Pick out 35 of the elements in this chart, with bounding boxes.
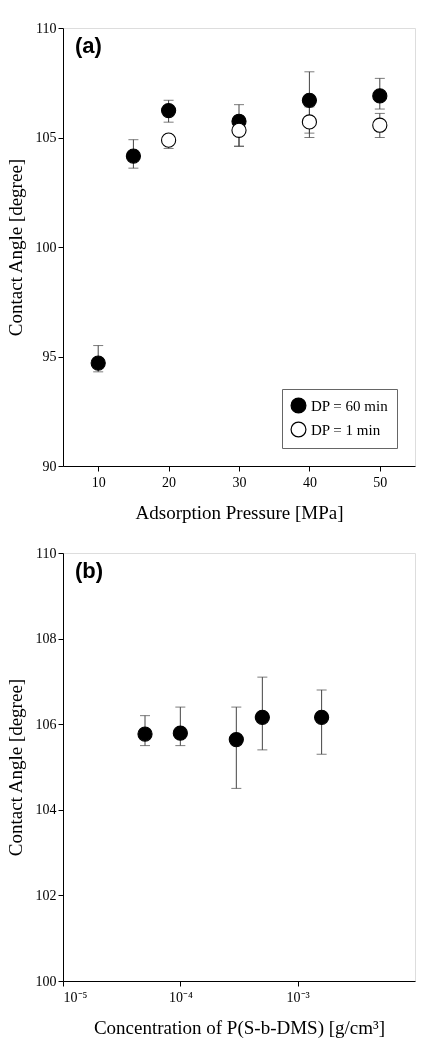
annotation: (b) — [75, 558, 104, 583]
y-tick-label: 100 — [35, 973, 57, 989]
y-tick-label: 108 — [35, 631, 57, 647]
x-tick-label: 10⁻⁵ — [63, 989, 88, 1005]
point — [231, 122, 247, 138]
y-tick-label: 102 — [35, 887, 57, 903]
y-tick-label: 105 — [35, 130, 57, 145]
y-tick-label: 90 — [42, 458, 57, 474]
x-tick-label: 40 — [302, 474, 317, 490]
point — [160, 102, 177, 119]
point — [372, 88, 388, 104]
x-tick-label: 30 — [232, 474, 247, 490]
legend-label: DP = 60 min — [311, 397, 389, 414]
y-axis-title: Contact Angle [degree] — [4, 678, 26, 857]
y-tick-label: 110 — [36, 545, 57, 561]
x-tick-label: 50 — [373, 474, 388, 490]
point — [301, 114, 318, 130]
point — [125, 148, 142, 164]
x-tick-label: 10 — [91, 474, 106, 490]
y-tick-label: 110 — [36, 20, 57, 36]
legend-label: DP = 1 min — [311, 421, 381, 438]
point — [372, 117, 388, 133]
y-tick-label: 106 — [35, 716, 57, 732]
point — [301, 92, 318, 108]
point — [90, 355, 106, 371]
y-tick-label: 95 — [42, 349, 57, 364]
x-axis-title: Concentration of P(S-b-DMS) [g/cm³] — [93, 1016, 386, 1039]
annotation: (a) — [75, 33, 102, 58]
x-tick-label: 20 — [162, 474, 177, 490]
y-tick-label: 100 — [35, 239, 57, 255]
y-tick-label: 104 — [35, 802, 57, 818]
x-axis-title: Adsorption Pressure [MPa] — [135, 501, 344, 523]
y-axis-title: Contact Angle [degree] — [4, 158, 26, 337]
x-tick-label: 10⁻³ — [286, 989, 310, 1005]
x-tick-label: 10⁻⁴ — [168, 989, 193, 1005]
